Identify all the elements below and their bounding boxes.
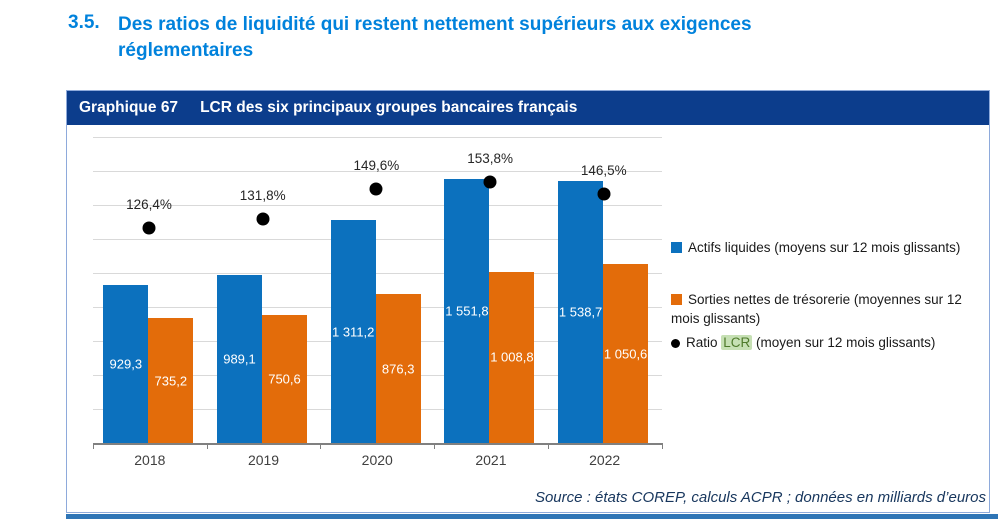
chart-title-bar: Graphique 67 LCR des six principaux group…	[67, 91, 989, 125]
legend-item: Sorties nettes de trésorerie (moyennes s…	[671, 290, 981, 328]
section-title-line1: Des ratios de liquidité qui restent nett…	[118, 14, 752, 35]
source-note: Source : états COREP, calculs ACPR ; don…	[534, 489, 986, 506]
legend-label: Ratio LCR (moyen sur 12 mois glissants)	[686, 335, 935, 350]
legend-label-suffix: (moyen sur 12 mois glissants)	[752, 335, 936, 350]
chart-title-text: LCR des six principaux groupes bancaires…	[200, 99, 578, 116]
legend-item: Ratio LCR (moyen sur 12 mois glissants)	[671, 333, 935, 352]
section-title: Des ratios de liquidité qui restent nett…	[118, 12, 918, 64]
legend-label: Sorties nettes de trésorerie (moyennes s…	[671, 292, 962, 326]
lcr-highlight-chip: LCR	[721, 335, 753, 350]
legend-item: Actifs liquides (moyens sur 12 mois glis…	[671, 238, 960, 257]
legend-label-prefix: Ratio	[686, 335, 722, 350]
legend-dot-icon	[671, 339, 680, 348]
section-title-line2: réglementaires	[118, 40, 254, 61]
chart-number-label: Graphique 67	[79, 99, 179, 116]
legend-square-icon	[671, 242, 682, 253]
page-footer-rule	[66, 514, 998, 519]
legend-label: Actifs liquides (moyens sur 12 mois glis…	[688, 240, 961, 255]
section-number: 3.5.	[68, 12, 100, 33]
legend-square-icon	[671, 294, 682, 305]
